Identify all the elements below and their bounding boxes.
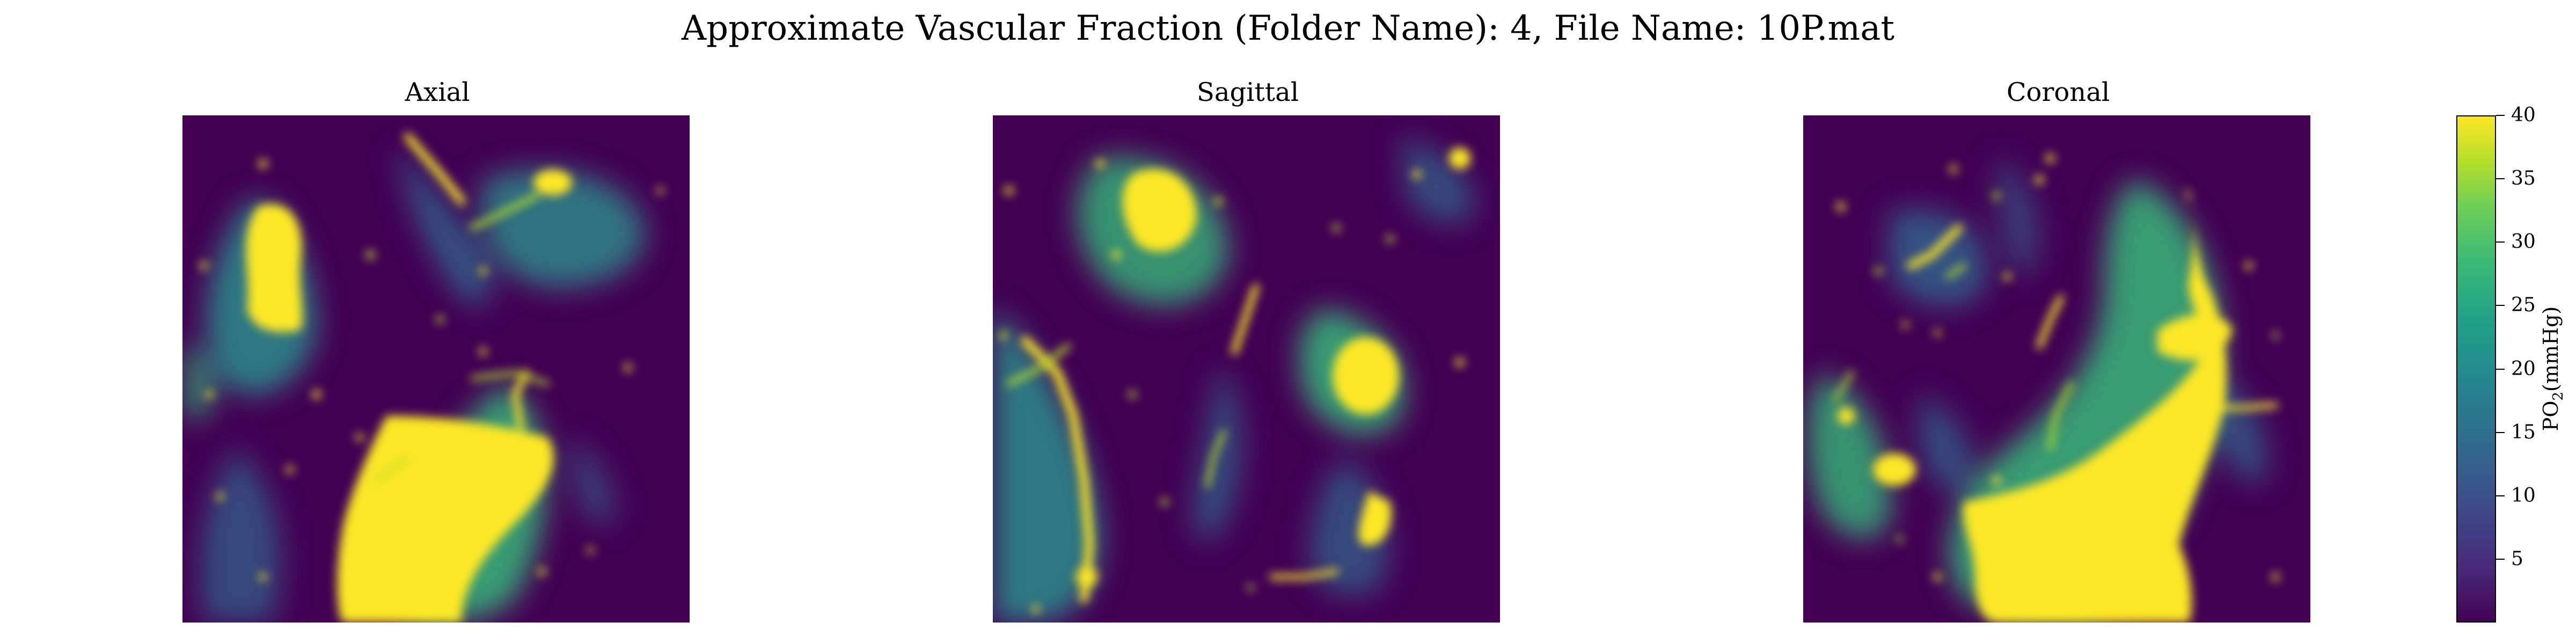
colorbar-tick-label: 15	[2511, 421, 2536, 443]
coronal-heatmap-svg	[1803, 115, 2310, 623]
colorbar-tick	[2496, 368, 2505, 370]
colorbar-label: PO2(mmHg)	[2539, 306, 2570, 431]
coronal-vessel-layer	[1833, 154, 2279, 623]
axial-heatmap	[182, 115, 690, 623]
colorbar-tick	[2496, 115, 2505, 116]
coronal-panel-title: Coronal	[2006, 77, 2110, 107]
axial-heatmap-svg	[182, 115, 690, 623]
sagittal-heatmap-svg	[993, 115, 1500, 623]
colorbar-label-unit: (mmHg)	[2539, 306, 2563, 392]
colorbar-tick-label: 35	[2511, 167, 2536, 190]
colorbar-tick	[2496, 241, 2505, 243]
colorbar-tick-label: 10	[2511, 484, 2536, 507]
colorbar-tick-label: 30	[2511, 231, 2536, 253]
colorbar-tick-label: 25	[2511, 294, 2536, 317]
sagittal-vessel-layer	[1000, 148, 1470, 613]
sagittal-heatmap	[993, 115, 1500, 623]
colorbar-tick	[2496, 431, 2505, 433]
colorbar-tick-label: 5	[2511, 547, 2523, 570]
sagittal-panel-title: Sagittal	[1196, 77, 1299, 107]
colorbar-tick-label: 40	[2511, 104, 2536, 126]
colorbar-tick	[2496, 558, 2505, 560]
colorbar	[2456, 115, 2496, 623]
coronal-heatmap	[1803, 115, 2310, 623]
colorbar-tick	[2496, 178, 2505, 180]
colorbar-label-main: PO	[2539, 400, 2563, 431]
colorbar-tick	[2496, 305, 2505, 306]
axial-vessel-layer	[200, 133, 663, 623]
colorbar-tick-label: 20	[2511, 357, 2536, 380]
colorbar-tick	[2496, 495, 2505, 496]
colorbar-label-subscript: 2	[2550, 391, 2566, 401]
figure-title: Approximate Vascular Fraction (Folder Na…	[681, 9, 1895, 48]
axial-panel-title: Axial	[405, 77, 470, 107]
